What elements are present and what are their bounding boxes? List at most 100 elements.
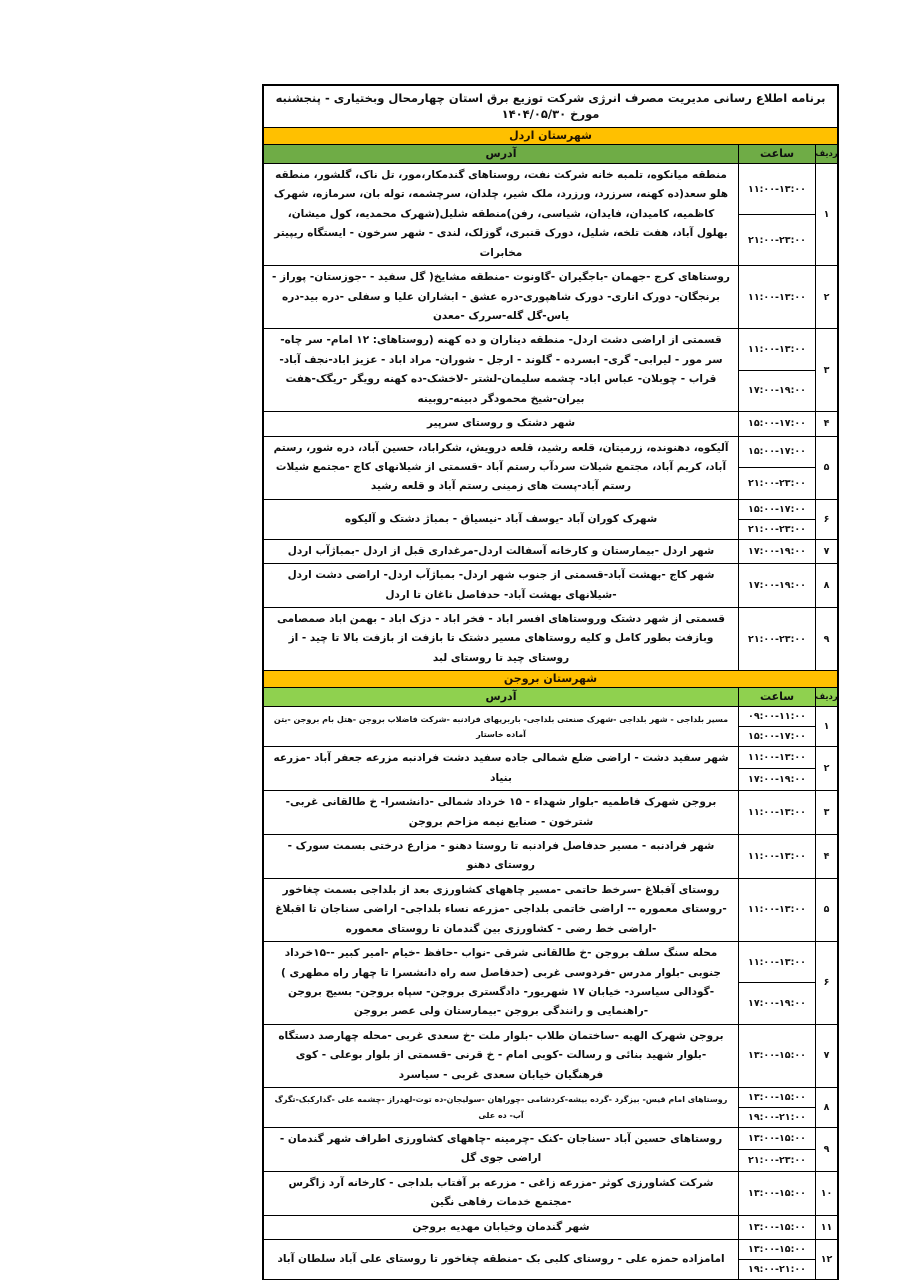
time-range-text: ۱۱:۰۰-۱۳:۰۰ (748, 291, 806, 303)
table-row: ۱ ۱۱:۰۰-۱۳:۰۰ ۲۱:۰۰-۲۳:۰۰ منطقه میانکوه، تل… (264, 164, 837, 266)
time-slot: ۱۵:۰۰-۱۷:۰۰ (739, 726, 815, 746)
address-text: مسیر بلداجی - شهر بلداجی -شهرک صنعتی بلد… (273, 714, 729, 739)
time-slot: ۱۹:۰۰-۲۱:۰۰ (739, 1259, 815, 1279)
address-text: شهر اردل -بیمارستان و کارخانه آسفالت ارد… (287, 544, 715, 557)
time-range-text: ۲۱:۰۰-۲۳:۰۰ (748, 234, 806, 246)
time-slot: ۱۷:۰۰-۱۹:۰۰ (739, 564, 815, 607)
row-number-cell: ۳ (815, 329, 837, 412)
address-cell: محله سنگ سلف بروجن -خ طالقانی شرقی -نواب… (264, 942, 738, 1024)
address-cell: شهرک کوران آباد -یوسف آباد -نیسیاق - بمب… (264, 500, 738, 539)
address-text: شهر فرادنبه - مسیر حدفاصل فرادنبه تا روس… (287, 840, 715, 872)
time-cell: ۱۳:۰۰-۱۵:۰۰ (738, 1024, 815, 1088)
col-header-row-number: ردیف (815, 145, 838, 164)
address-text: شهرک کوران آباد -یوسف آباد -نیسیاق - بمب… (344, 512, 658, 525)
address-text: شهر گندمان وخیابان مهدیه بروجن (412, 1220, 590, 1233)
time-slot: ۱۳:۰۰-۱۵:۰۰ (739, 1088, 815, 1107)
table-row: ۱ ۰۹:۰۰-۱۱:۰۰ ۱۵:۰۰-۱۷:۰۰ مسیر بلداجی - شهر… (264, 707, 837, 747)
time-slot: ۱۳:۰۰-۱۵:۰۰ (739, 1128, 815, 1149)
time-range-text: ۱۷:۰۰-۱۹:۰۰ (748, 385, 806, 397)
address-cell: شهر کاج -بهشت آباد-قسمتی از جنوب شهر ارد… (264, 564, 738, 607)
address-text: قسمتی از اراضی دشت اردل- منطقه دیناران و… (279, 334, 723, 405)
time-slot: ۱۱:۰۰-۱۳:۰۰ (739, 835, 815, 878)
row-number-cell: ۲ (815, 747, 837, 791)
time-cell: ۱۵:۰۰-۱۷:۰۰ ۲۱:۰۰-۲۳:۰۰ (738, 499, 815, 539)
time-slot: ۰۹:۰۰-۱۱:۰۰ (739, 707, 815, 726)
row-number-cell: ۱۱ (815, 1215, 837, 1240)
time-cell: ۱۱:۰۰-۱۳:۰۰ ۱۷:۰۰-۱۹:۰۰ (738, 329, 815, 412)
address-cell: شهر دشتک و روستای سرپیر (264, 412, 738, 435)
time-range-text: ۱۱:۰۰-۱۳:۰۰ (748, 344, 806, 356)
table-row: ۹ ۲۱:۰۰-۲۳:۰۰ قسمتی از شهر دشتک وروستاهای … (264, 607, 837, 671)
time-slot: ۱۹:۰۰-۲۱:۰۰ (739, 1107, 815, 1127)
address-text: روستای آقبلاغ -سرخط حاتمی -مسیر چاههای ک… (275, 883, 727, 935)
address-text: شرکت کشاورزی کوثر -مزرعه زاغی - مزرعه بر… (288, 1176, 714, 1209)
time-range-text: ۰۹:۰۰-۱۱:۰۰ (748, 711, 806, 723)
address-text: شهر کاج -بهشت آباد-قسمتی از جنوب شهر ارد… (287, 569, 715, 601)
time-slot: ۱۵:۰۰-۱۷:۰۰ (739, 412, 815, 435)
county-section-header: شهرستان بروجن (264, 670, 837, 689)
row-number-cell: ۴ (815, 835, 837, 878)
time-range-text: ۲۱:۰۰-۲۳:۰۰ (748, 523, 806, 535)
time-range-text: ۱۵:۰۰-۱۷:۰۰ (748, 418, 806, 430)
address-cell: شهر سفید دشت - اراضی ضلع شمالی جاده سفید… (264, 747, 738, 790)
time-slot: ۱۱:۰۰-۱۳:۰۰ (739, 942, 815, 982)
row-number-cell: ۱۰ (815, 1171, 837, 1215)
time-cell: ۱۳:۰۰-۱۵:۰۰ (738, 1171, 815, 1215)
time-range-text: ۱۳:۰۰-۱۵:۰۰ (748, 1221, 806, 1233)
time-cell: ۱۱:۰۰-۱۳:۰۰ ۱۷:۰۰-۱۹:۰۰ (738, 747, 815, 791)
time-range-text: ۱۱:۰۰-۱۳:۰۰ (748, 904, 806, 916)
time-range-text: ۱۱:۰۰-۱۳:۰۰ (748, 183, 806, 195)
time-slot: ۱۱:۰۰-۱۳:۰۰ (739, 791, 815, 834)
address-cell: روستای آقبلاغ -سرخط حاتمی -مسیر چاههای ک… (264, 879, 738, 941)
table-row: ۴ ۱۱:۰۰-۱۳:۰۰ شهر فرادنبه - مسیر حدفاصل فر… (264, 834, 837, 878)
address-cell: روستاهای کرج -جهمان -باجگیران -گاونوت -م… (264, 266, 738, 328)
time-slot: ۱۷:۰۰-۱۹:۰۰ (739, 369, 815, 411)
row-number-cell: ۳ (815, 791, 837, 834)
row-number-cell: ۴ (815, 412, 837, 436)
time-range-text: ۱۳:۰۰-۱۵:۰۰ (748, 1133, 806, 1145)
outage-schedule-table: برنامه اطلاع رسانی مدیریت مصرف انرژی شرک… (262, 84, 839, 1280)
time-cell: ۱۳:۰۰-۱۵:۰۰ (738, 1215, 815, 1240)
address-cell: قسمتی از شهر دشتک وروستاهای افسر اباد - … (264, 608, 738, 670)
sections-container: شهرستان اردل ردیف ساعت آدرس ۱ ۱۱:۰۰-۱۳:۰۰ ۲۱:۰… (264, 127, 838, 1280)
address-cell: بروجن شهرک الهیه -ساختمان طلاب -بلوار مل… (264, 1025, 738, 1087)
address-text: منطقه میانکوه، تلمبه خانه شرکت نفت، روست… (273, 169, 729, 259)
address-cell: امامزاده حمزه علی - روستای کلبی بک -منطق… (264, 1240, 738, 1279)
table-row: ۴ ۱۵:۰۰-۱۷:۰۰ شهر دشتک و روستای سرپیر (264, 411, 837, 436)
time-range-text: ۱۷:۰۰-۱۹:۰۰ (748, 998, 806, 1010)
time-cell: ۱۵:۰۰-۱۷:۰۰ (738, 412, 815, 436)
time-slot: ۱۱:۰۰-۱۳:۰۰ (739, 164, 815, 214)
address-cell: شهر گندمان وخیابان مهدیه بروجن (264, 1216, 738, 1239)
address-cell: آلیکوه، دهنونده، زرمیتان، قلعه رشید، قلع… (264, 437, 738, 499)
table-row: ۲ ۱۱:۰۰-۱۳:۰۰ روستاهای کرج -جهمان -باجگیرا… (264, 265, 837, 329)
col-header-time: ساعت (738, 145, 815, 164)
table-row: ۳ ۱۱:۰۰-۱۳:۰۰ ۱۷:۰۰-۱۹:۰۰ قسمتی از اراضی دش… (264, 328, 837, 412)
time-range-text: ۱۱:۰۰-۱۳:۰۰ (748, 752, 806, 764)
row-number-cell: ۱ (815, 707, 837, 747)
address-cell: شهر اردل -بیمارستان و کارخانه آسفالت ارد… (264, 540, 738, 563)
address-cell: بروجن شهرک فاطمیه -بلوار شهداء - ۱۵ خردا… (264, 791, 738, 834)
address-text: روستاهای امام قیس- بیزگرد -گرده بیشه-کرد… (274, 1095, 728, 1120)
col-header-address: آدرس (485, 147, 517, 161)
time-slot: ۱۱:۰۰-۱۳:۰۰ (739, 329, 815, 369)
time-cell: ۱۳:۰۰-۱۵:۰۰ ۱۹:۰۰-۲۱:۰۰ (738, 1088, 815, 1128)
time-slot: ۱۵:۰۰-۱۷:۰۰ (739, 500, 815, 519)
time-slot: ۱۳:۰۰-۱۵:۰۰ (739, 1172, 815, 1215)
time-cell: ۱۱:۰۰-۱۳:۰۰ ۱۷:۰۰-۱۹:۰۰ (738, 942, 815, 1024)
time-cell: ۲۱:۰۰-۲۳:۰۰ (738, 608, 815, 671)
col-header-address: آدرس (485, 690, 517, 704)
address-text: بروجن شهرک الهیه -ساختمان طلاب -بلوار مل… (278, 1029, 724, 1081)
address-text: امامزاده حمزه علی - روستای کلبی بک -منطق… (277, 1252, 725, 1265)
row-number-cell: ۹ (815, 1128, 837, 1171)
time-slot: ۱۳:۰۰-۱۵:۰۰ (739, 1025, 815, 1087)
address-text: روستاهای کرج -جهمان -باجگیران -گاونوت -م… (272, 271, 730, 322)
time-cell: ۱۱:۰۰-۱۳:۰۰ (738, 791, 815, 834)
table-header-row: ردیف ساعت آدرس (264, 688, 838, 708)
time-range-text: ۱۵:۰۰-۱۷:۰۰ (748, 731, 806, 743)
county-section-header: شهرستان اردل (264, 127, 837, 146)
time-cell: ۱۷:۰۰-۱۹:۰۰ (738, 564, 815, 608)
address-text: آلیکوه، دهنونده، زرمیتان، قلعه رشید، قلع… (273, 441, 729, 493)
row-number-cell: ۱ (815, 164, 837, 266)
row-number-cell: ۵ (815, 878, 837, 942)
